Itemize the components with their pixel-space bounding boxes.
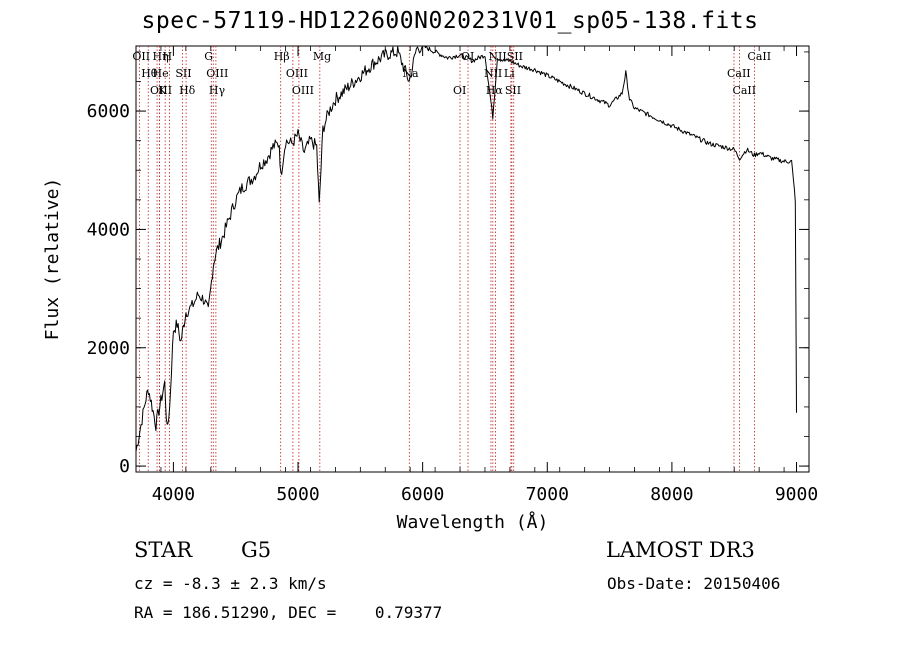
line-label-22: Li bbox=[504, 67, 515, 80]
line-label-24: SII bbox=[507, 50, 523, 63]
line-label-25: CaII bbox=[727, 67, 751, 80]
line-label-14: OIII bbox=[292, 84, 314, 97]
line-label-6: H bbox=[163, 50, 173, 63]
x-tick-label-0: 4000 bbox=[152, 484, 195, 505]
line-label-17: OI bbox=[453, 84, 466, 97]
y-tick-label-2: 4000 bbox=[87, 219, 130, 240]
y-axis-label: Flux (relative) bbox=[42, 178, 63, 341]
line-label-9: G bbox=[204, 50, 213, 63]
line-label-13: OIII bbox=[286, 67, 308, 80]
plot-frame bbox=[135, 45, 810, 473]
x-axis-label: Wavelength (Å) bbox=[397, 511, 549, 533]
coordinates-text: RA = 186.51290, DEC = 0.79377 bbox=[134, 603, 443, 622]
line-label-10: OIII bbox=[206, 67, 228, 80]
chart-title: spec-57119-HD122600N020231V01_sp05-138.f… bbox=[141, 8, 759, 34]
line-label-11: Hγ bbox=[209, 84, 226, 97]
x-tick-label-2: 6000 bbox=[401, 484, 444, 505]
line-label-1: Hθ bbox=[141, 67, 158, 80]
x-tick-label-1: 5000 bbox=[276, 484, 319, 505]
spectrum-series bbox=[135, 45, 797, 452]
redshift-text: cz = -8.3 ± 2.3 km/s bbox=[134, 574, 327, 593]
line-label-19: NII bbox=[484, 67, 502, 80]
line-label-12: Hβ bbox=[274, 50, 290, 63]
line-label-3: Hη bbox=[153, 50, 169, 63]
line-label-2: OIII bbox=[150, 84, 172, 97]
line-label-21: NII bbox=[488, 50, 506, 63]
line-label-7: SII bbox=[175, 67, 191, 80]
line-label-27: CaII bbox=[747, 50, 771, 63]
line-label-4: He bbox=[153, 67, 169, 80]
line-label-0: OII bbox=[132, 50, 150, 63]
obs-date-text: Obs-Date: 20150406 bbox=[607, 574, 781, 593]
line-label-23: SII bbox=[505, 84, 521, 97]
line-label-8: Hδ bbox=[179, 84, 196, 97]
line-label-15: Mg bbox=[313, 50, 331, 63]
y-tick-label-0: 0 bbox=[119, 456, 130, 477]
x-tick-label-3: 7000 bbox=[526, 484, 569, 505]
object-class: STAR bbox=[134, 538, 193, 562]
y-tick-label-1: 2000 bbox=[87, 338, 130, 359]
y-tick-label-3: 6000 bbox=[87, 101, 130, 122]
x-tick-label-5: 9000 bbox=[775, 484, 818, 505]
line-label-5: K bbox=[158, 84, 167, 97]
x-tick-label-4: 8000 bbox=[650, 484, 693, 505]
survey-label: LAMOST DR3 bbox=[606, 538, 755, 562]
line-label-16: Na bbox=[402, 67, 419, 80]
line-label-26: CaII bbox=[732, 84, 756, 97]
object-subclass: G5 bbox=[241, 538, 272, 562]
